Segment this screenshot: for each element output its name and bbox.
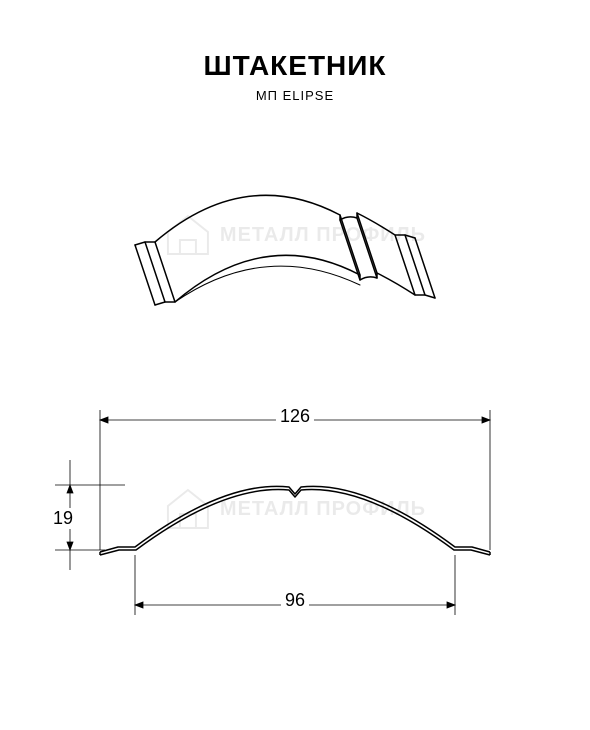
dim-width-total: 126: [276, 406, 314, 427]
dim-height: 19: [49, 508, 77, 529]
dim-width-inner: 96: [281, 590, 309, 611]
product-title: ШТАКЕТНИК: [0, 50, 590, 82]
header: ШТАКЕТНИК МП ELIPSE: [0, 0, 590, 103]
product-subtitle: МП ELIPSE: [0, 88, 590, 103]
cross-section-view: 126 19 96 МЕТАЛЛ ПРОФИЛЬ: [45, 400, 545, 660]
isometric-view: МЕТАЛЛ ПРОФИЛЬ: [125, 130, 465, 340]
